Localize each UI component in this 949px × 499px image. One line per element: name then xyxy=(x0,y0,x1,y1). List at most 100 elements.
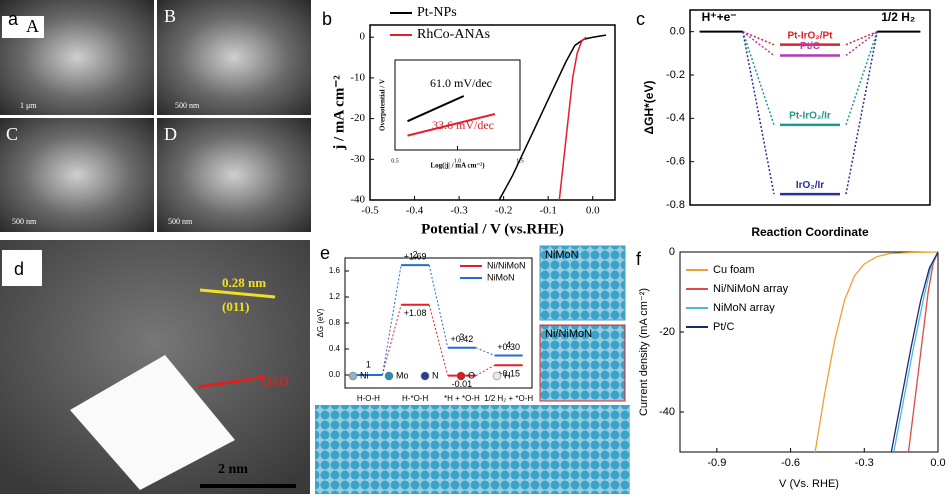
value-label: +0.30 xyxy=(497,342,520,352)
sem-image xyxy=(157,0,311,115)
tem-annotation: 0.28 nm xyxy=(222,275,266,290)
arrow xyxy=(197,375,266,389)
sem-label: B xyxy=(164,6,176,26)
value-label: +0.15 xyxy=(497,369,520,379)
series-line xyxy=(407,95,465,123)
connector xyxy=(381,265,402,376)
sem-image xyxy=(0,118,154,232)
step-label: 4 xyxy=(506,340,511,350)
x-tick-label: H-*O-H xyxy=(402,394,428,403)
y-axis-label: ΔGH*(eV) xyxy=(642,81,656,135)
sem-label: C xyxy=(6,124,18,144)
legend-label: NiMoN array xyxy=(713,302,775,314)
x-tick-label: 1.0 xyxy=(454,158,462,164)
y-tick-label: 0.0 xyxy=(670,26,685,38)
x-tick-label: -0.5 xyxy=(361,205,379,217)
x-tick-label: 1.5 xyxy=(516,158,524,164)
y-axis-label: ΔG (eV) xyxy=(316,308,325,337)
step-label: 3 xyxy=(459,332,464,342)
legend-label: Pt/C xyxy=(713,321,734,333)
label-box xyxy=(2,16,44,38)
connector xyxy=(475,364,495,377)
level-label: IrO₂/Ir xyxy=(796,180,824,191)
legend-label: Cu foam xyxy=(713,264,755,276)
y-axis-label: Overpotential / V xyxy=(379,79,387,131)
legend-label: RhCo-ANAs xyxy=(417,27,490,42)
y-tick-label: 0.4 xyxy=(329,344,341,353)
y-axis-label: Current density (mA cm⁻²) xyxy=(638,288,650,416)
level-label: Pt-IrO₂/Pt xyxy=(788,30,834,41)
atom-swatch xyxy=(384,371,394,381)
tem-annotation: (011) xyxy=(222,299,249,314)
plot-frame xyxy=(369,24,616,201)
x-tick-label: 0.5 xyxy=(391,158,399,164)
y-tick-label: -40 xyxy=(350,194,365,206)
step-label: 2 xyxy=(413,250,418,260)
atom-swatch xyxy=(492,371,502,381)
y-tick-label: -30 xyxy=(350,153,365,165)
x-tick-label: -0.2 xyxy=(495,205,512,217)
step-label: 1 xyxy=(366,359,371,369)
tem-annotation: 2 nm xyxy=(218,462,248,477)
value-label: +1.69 xyxy=(404,252,427,262)
legend-label: NiMoN xyxy=(487,272,515,282)
x-tick-label: *H + *O-H xyxy=(444,394,480,403)
level-label: Pt/C xyxy=(800,41,820,52)
crystal-model xyxy=(70,355,235,490)
y-tick-label: -40 xyxy=(659,406,675,418)
plot-frame xyxy=(394,59,521,151)
atom-swatch xyxy=(348,371,358,381)
series-line xyxy=(890,251,939,453)
label-box xyxy=(2,250,42,286)
panel-label: c xyxy=(636,9,645,29)
y-tick-label: -0.4 xyxy=(666,112,685,124)
x-tick-label: -0.6 xyxy=(781,457,800,469)
connector xyxy=(742,30,775,46)
atom-swatch xyxy=(456,371,466,381)
atom-label: N xyxy=(432,370,439,380)
y-tick-label: -0.8 xyxy=(666,199,685,211)
sem-images xyxy=(0,0,311,232)
level-label: Pt-IrO₂/Ir xyxy=(789,110,831,121)
series-line xyxy=(558,36,587,201)
legend-label: Pt-NPs xyxy=(417,5,457,20)
plot-frame xyxy=(679,251,939,453)
arrow xyxy=(199,288,276,299)
series-line xyxy=(893,251,939,453)
value-label: -0.01 xyxy=(452,379,473,389)
panel-label: b xyxy=(322,9,332,29)
x-tick-label: -0.3 xyxy=(450,205,468,217)
connector xyxy=(845,30,878,46)
scale-label: 500 nm xyxy=(12,217,37,226)
y-tick-label: 1.2 xyxy=(329,292,341,301)
structure-label: Ni/NiMoN xyxy=(545,328,592,340)
y-tick-label: -0.2 xyxy=(666,69,685,81)
value-label: +0.42 xyxy=(450,334,473,344)
y-tick-label: -20 xyxy=(659,326,675,338)
panel-label: f xyxy=(636,249,642,269)
y-tick-label: 0 xyxy=(669,246,675,258)
connector xyxy=(742,31,775,126)
slope-label: 33.6 mV/dec xyxy=(432,118,494,132)
legend-label: Ni/NiMoN array xyxy=(713,283,789,295)
series-line xyxy=(498,34,607,201)
x-tick-label: 0.0 xyxy=(930,457,945,469)
connector xyxy=(845,31,878,126)
x-tick-label: 1/2 H₂ + *O-H xyxy=(484,394,533,403)
scale-label: 1 μm xyxy=(20,101,37,110)
sem-label: D xyxy=(164,124,177,144)
structure-renders xyxy=(315,405,630,494)
connector xyxy=(742,31,775,57)
x-tick-label: -0.1 xyxy=(539,205,556,217)
atom-label: Ni xyxy=(360,370,369,380)
series-line xyxy=(407,113,496,137)
connector xyxy=(381,304,402,376)
x-tick-label: -0.9 xyxy=(707,457,726,469)
value-label: +1.08 xyxy=(404,308,427,318)
connector xyxy=(742,31,775,195)
x-tick-label: 0.0 xyxy=(586,205,600,217)
state-label: 1/2 H₂ xyxy=(881,10,915,24)
x-axis-label: Reaction Coordinate xyxy=(751,225,869,239)
y-tick-label: 0.0 xyxy=(329,370,341,379)
